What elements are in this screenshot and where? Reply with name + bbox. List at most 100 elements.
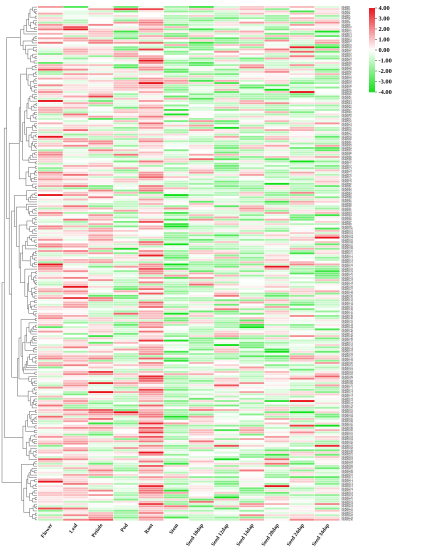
heatmap-cell (239, 212, 265, 214)
heatmap-cell (38, 473, 63, 476)
heatmap-cell (264, 227, 290, 230)
heatmap-cell (138, 100, 164, 102)
row-label: MtABI59 (342, 136, 353, 139)
heatmap-cell (314, 10, 340, 13)
heatmap-cell (38, 462, 63, 465)
heatmap-cell (163, 35, 189, 37)
heatmap-cell (289, 6, 315, 8)
heatmap-cell (163, 6, 189, 8)
heatmap-cell (239, 364, 265, 367)
heatmap-cell (163, 225, 189, 228)
row-label: MtABI186 (342, 420, 354, 423)
heatmap-cell (289, 411, 315, 414)
heatmap-cell (138, 191, 164, 194)
heatmap-cell (264, 178, 290, 181)
heatmap-cell (214, 205, 239, 208)
heatmap-cell (289, 17, 315, 20)
heatmap-cell (138, 375, 164, 378)
heatmap-cell (314, 185, 340, 188)
row-label: MtABI5 (342, 15, 351, 18)
heatmap-cell (189, 438, 214, 441)
heatmap-cell (214, 328, 239, 331)
heatmap-cell (264, 109, 290, 111)
heatmap-cell (314, 301, 340, 304)
heatmap-cell (264, 330, 290, 333)
heatmap-cell (214, 438, 239, 441)
heatmap-cell (138, 212, 164, 214)
colorbar-tick-label: 2.00 (379, 26, 390, 33)
heatmap-cell (264, 344, 290, 346)
heatmap-cell (63, 382, 88, 385)
heatmap-cell (239, 8, 265, 11)
heatmap-cell (63, 476, 88, 479)
heatmap-cell (264, 418, 290, 420)
heatmap-cell (189, 388, 214, 391)
row-label: MtABI43 (342, 100, 353, 103)
heatmap-cell (38, 424, 63, 427)
heatmap-cell (63, 189, 88, 192)
heatmap-cell (239, 68, 265, 71)
heatmap-cell (239, 323, 265, 326)
heatmap-cell (163, 467, 189, 470)
heatmap-cell (289, 424, 315, 427)
heatmap-cell (38, 64, 63, 67)
heatmap-cell (38, 386, 63, 389)
heatmap-cell (189, 162, 214, 165)
heatmap-cell (38, 507, 63, 510)
heatmap-cell (163, 185, 189, 188)
heatmap-cell (314, 355, 340, 358)
heatmap-cell (264, 187, 290, 190)
heatmap-cell (214, 465, 239, 467)
heatmap-cell (88, 411, 114, 414)
heatmap-cell (138, 243, 164, 246)
heatmap-cell (163, 498, 189, 501)
heatmap-cell (264, 438, 290, 441)
heatmap-cell (63, 245, 88, 248)
heatmap-cell (138, 182, 164, 185)
heatmap-cell (113, 17, 139, 20)
heatmap-cell (239, 241, 265, 243)
heatmap-cell (113, 518, 139, 521)
heatmap-cell (189, 104, 214, 107)
heatmap-cell (113, 182, 139, 185)
heatmap-cell (38, 315, 63, 317)
heatmap-cell (264, 59, 290, 62)
heatmap-cell (314, 167, 340, 170)
heatmap-cell (163, 232, 189, 235)
heatmap-cell (113, 512, 139, 514)
row-label: MtABI195 (342, 440, 354, 443)
heatmap-cell (189, 505, 214, 508)
heatmap-cell (214, 393, 239, 396)
heatmap-cell (63, 435, 88, 438)
heatmap-cell (239, 207, 265, 210)
heatmap-cell (289, 317, 315, 320)
heatmap-cell (239, 276, 265, 279)
heatmap-cell (289, 453, 315, 456)
heatmap-cell (214, 120, 239, 123)
heatmap-cell (189, 23, 214, 26)
heatmap-cell (113, 115, 139, 118)
heatmap-cell (239, 122, 265, 125)
heatmap-cell (113, 263, 139, 266)
heatmap-cell (239, 93, 265, 96)
heatmap-cell (239, 129, 265, 132)
heatmap-cell (63, 368, 88, 371)
heatmap-cell (264, 113, 290, 116)
heatmap-cell (163, 23, 189, 26)
heatmap-cell (189, 171, 214, 174)
row-label: MtABI121 (342, 275, 354, 278)
heatmap-cell (88, 288, 114, 291)
heatmap-cell (264, 422, 290, 425)
heatmap-cell (314, 59, 340, 62)
heatmap-cell (289, 35, 315, 37)
heatmap-cell (63, 133, 88, 136)
row-label: MtABI201 (342, 454, 354, 457)
heatmap-cell (88, 386, 114, 389)
heatmap-cell (314, 377, 340, 380)
heatmap-cell (38, 426, 63, 429)
heatmap-cell (264, 147, 290, 149)
heatmap-cell (314, 496, 340, 499)
heatmap-cell (38, 131, 63, 134)
heatmap-cell (189, 442, 214, 445)
heatmap-cell (239, 191, 265, 194)
